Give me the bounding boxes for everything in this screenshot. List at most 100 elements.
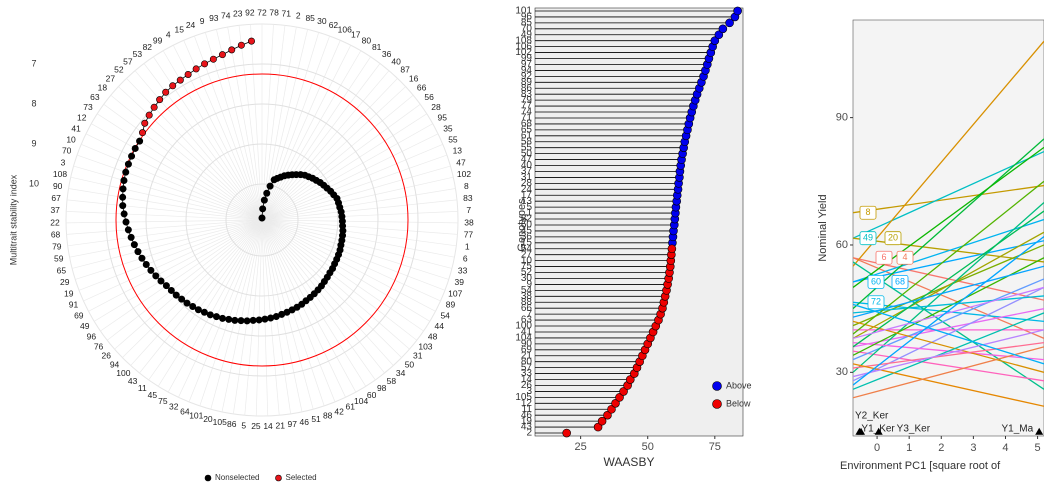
y-tick-label: 97	[521, 59, 533, 70]
y-tick-label: 17	[521, 190, 533, 201]
series-line	[853, 363, 1044, 407]
point	[206, 311, 214, 319]
point	[124, 160, 132, 168]
spoke	[261, 63, 381, 221]
grid-circle	[225, 183, 299, 257]
series-line	[853, 308, 1044, 348]
point	[209, 55, 217, 63]
spoke	[83, 219, 263, 302]
series-line	[853, 40, 1044, 267]
y-tick-label: 90	[521, 339, 533, 350]
spoke	[103, 104, 263, 221]
y-tick-label: 102	[515, 47, 532, 58]
category-label: 78	[269, 8, 279, 18]
series-label: 20	[888, 233, 898, 243]
series-line	[853, 235, 1044, 386]
category-label: 13	[453, 146, 463, 156]
y-tick-label: 79	[521, 95, 533, 106]
category-label: 72	[257, 7, 267, 17]
environment-marker	[874, 427, 883, 435]
y-tick-label: 49	[521, 29, 533, 40]
spoke	[70, 176, 263, 221]
point	[120, 210, 128, 218]
point	[619, 387, 628, 396]
y-axis-title: Multitrait stability index	[8, 174, 18, 265]
point	[667, 244, 677, 254]
category-label: 43	[128, 376, 138, 386]
series-line	[853, 240, 1044, 283]
category-label: 15	[175, 24, 185, 34]
spoke	[261, 219, 346, 398]
y-tick-label: 92	[521, 71, 533, 82]
point	[157, 277, 165, 285]
spoke	[114, 219, 263, 350]
spoke	[221, 219, 263, 412]
spoke	[94, 219, 263, 322]
y-tick-label: 77	[521, 101, 533, 112]
category-label: 86	[227, 419, 237, 429]
y-tick-label: 60	[521, 220, 533, 231]
category-label: 22	[50, 217, 60, 227]
point	[225, 315, 233, 323]
point	[603, 410, 612, 420]
spoke	[261, 45, 352, 221]
y-tick-label: 94	[521, 65, 533, 76]
y-tick-label: 37	[521, 166, 533, 177]
y-tick-label: 65	[521, 125, 533, 136]
y-tick-label: 30	[836, 366, 848, 378]
point	[139, 129, 147, 137]
y-tick-label: 63	[521, 315, 533, 326]
y-tick-label: 90	[836, 112, 848, 124]
y-tick-label: 45	[521, 226, 533, 237]
spoke	[250, 24, 263, 221]
y-tick-label: 50	[521, 148, 533, 159]
spoke	[148, 219, 263, 381]
category-label: 47	[456, 157, 466, 167]
y-tick-label: 9	[526, 279, 532, 290]
x-tick-label: 5	[1035, 442, 1041, 454]
y-tick-label: 8	[31, 98, 36, 108]
spoke	[261, 219, 367, 387]
spoke	[130, 219, 263, 366]
point	[725, 18, 734, 28]
cutoff-circle	[115, 73, 409, 367]
category-label: 73	[83, 102, 93, 112]
y-tick-label: 14	[521, 374, 533, 385]
spoke	[66, 199, 263, 221]
category-label: 29	[60, 277, 70, 287]
y-tick-label: 108	[515, 35, 532, 46]
spoke	[66, 211, 263, 221]
x-tick-label: 50	[642, 441, 654, 453]
spoke	[227, 26, 263, 221]
category-label: 11	[138, 383, 147, 393]
y-tick-label: 7	[31, 58, 36, 68]
category-label: 7	[466, 205, 471, 215]
y-tick-label: 89	[521, 77, 533, 88]
x-tick-label: 3	[970, 442, 976, 454]
point	[167, 286, 175, 294]
y-tick-label: 2	[526, 428, 532, 439]
spoke	[261, 165, 451, 221]
point	[176, 76, 184, 84]
point	[141, 119, 149, 127]
category-label: 100	[116, 368, 130, 378]
legend-swatch	[275, 474, 282, 482]
y-tick-label: 28	[521, 178, 533, 189]
point	[201, 60, 209, 68]
y-tick-label: 74	[521, 107, 533, 118]
series-line	[853, 210, 1044, 348]
y-tick-label: 40	[521, 160, 533, 171]
y-tick-label: 33	[521, 368, 533, 379]
category-label: 68	[51, 229, 61, 239]
point	[200, 308, 208, 316]
y-tick-label: 1	[526, 208, 532, 219]
y-tick-label: 3	[526, 386, 532, 397]
y-tick-label: 12	[521, 398, 533, 409]
category-label: 70	[62, 146, 72, 156]
point	[249, 316, 257, 324]
series-line	[853, 231, 1044, 339]
label-box	[867, 295, 885, 310]
spoke	[178, 219, 263, 398]
